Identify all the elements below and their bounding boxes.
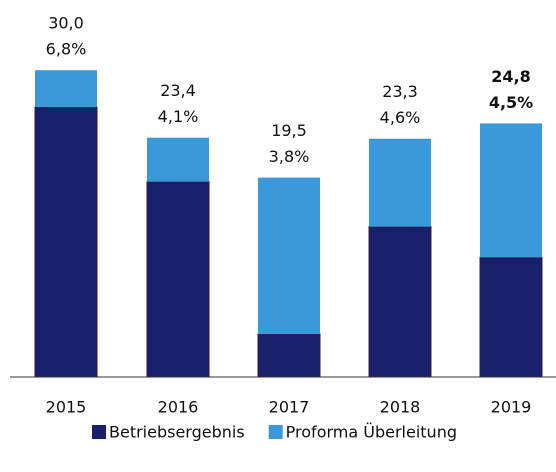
x-tick-label: 2016	[158, 398, 199, 417]
x-tick-label: 2018	[380, 398, 421, 417]
x-tick-label: 2019	[491, 398, 532, 417]
percent-label: 6,8%	[46, 40, 87, 59]
legend-swatch	[92, 425, 106, 439]
x-tick-label: 2017	[269, 398, 310, 417]
percent-label: 3,8%	[269, 147, 310, 166]
bar-segment	[479, 256, 543, 378]
bar-segment	[369, 138, 431, 227]
legend-label: Proforma Überleitung	[286, 423, 457, 442]
bar-segment	[35, 70, 97, 108]
bar-segment	[368, 226, 432, 378]
total-label: 30,0	[48, 14, 84, 33]
total-label: 23,4	[160, 81, 196, 100]
bar-segment	[257, 333, 321, 378]
legend-swatch	[268, 425, 283, 439]
percent-label: 4,1%	[158, 107, 199, 126]
bar-segment	[147, 137, 209, 182]
total-label: 24,8	[491, 67, 530, 86]
total-label: 19,5	[271, 121, 307, 140]
percent-label: 4,5%	[489, 93, 533, 112]
legend-label: Betriebsergebnis	[109, 423, 245, 442]
total-label: 23,3	[382, 82, 418, 101]
percent-label: 4,6%	[380, 108, 421, 127]
bar-segment	[146, 181, 210, 378]
bar-segment	[34, 106, 98, 378]
bar-segment	[480, 123, 542, 258]
x-tick-label: 2015	[46, 398, 87, 417]
bar-segment	[258, 177, 320, 335]
